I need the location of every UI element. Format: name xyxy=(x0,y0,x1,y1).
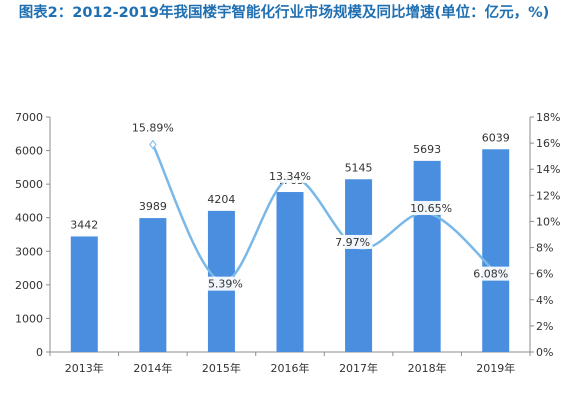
growth-value-label: 15.89% xyxy=(132,122,174,135)
right-tick-label: 0% xyxy=(536,346,553,359)
x-tick-label: 2019年 xyxy=(476,361,515,375)
bar-value-label: 5145 xyxy=(345,161,373,174)
growth-value-label: 10.65% xyxy=(410,202,452,215)
left-tick-label: 1000 xyxy=(15,312,43,325)
bar xyxy=(70,236,98,352)
bar-value-label: 6039 xyxy=(482,131,510,144)
bar-value-label: 3989 xyxy=(139,200,167,213)
right-tick-label: 12% xyxy=(536,189,560,202)
growth-label-bg xyxy=(470,266,511,281)
growth-value-label: 7.97% xyxy=(335,236,370,249)
bar xyxy=(482,149,510,352)
bar xyxy=(139,218,167,352)
left-tick-label: 5000 xyxy=(15,178,43,191)
growth-value-label: 13.34% xyxy=(269,170,311,183)
left-tick-label: 3000 xyxy=(15,245,43,258)
growth-label-bg xyxy=(332,234,373,249)
bar-value-label: 5693 xyxy=(413,143,441,156)
bar xyxy=(345,179,373,352)
right-tick-label: 10% xyxy=(536,215,560,228)
left-tick-label: 0 xyxy=(36,346,43,359)
right-tick-label: 4% xyxy=(536,294,553,307)
growth-value-label: 5.39% xyxy=(208,278,243,291)
chart-title: 图表2：2012-2019年我国楼宇智能化行业市场规模及同比增速(单位：亿元，%… xyxy=(18,5,550,21)
bar xyxy=(413,160,441,352)
left-tick-label: 7000 xyxy=(15,111,43,124)
growth-label-bg xyxy=(266,168,314,183)
growth-label-bg xyxy=(129,120,177,135)
bar xyxy=(276,192,304,352)
bar-value-label: 3442 xyxy=(70,218,98,231)
x-tick-label: 2014年 xyxy=(133,361,172,375)
growth-value-label: 6.08% xyxy=(473,268,508,281)
left-tick-label: 6000 xyxy=(15,145,43,158)
x-tick-label: 2015年 xyxy=(202,361,241,375)
x-tick-label: 2018年 xyxy=(408,361,447,375)
right-tick-label: 8% xyxy=(536,242,553,255)
right-tick-label: 6% xyxy=(536,268,553,281)
right-tick-label: 14% xyxy=(536,163,560,176)
x-tick-label: 2013年 xyxy=(65,361,104,375)
left-tick-label: 2000 xyxy=(15,279,43,292)
right-tick-label: 2% xyxy=(536,320,553,333)
bar-value-label: 4204 xyxy=(207,193,235,206)
data-labels: 344239894204476551455693603915.89%5.39%1… xyxy=(70,120,511,291)
left-tick-label: 4000 xyxy=(15,212,43,225)
axes: 0 1000 2000 3000 4000 5000 6000 7000 0% 2% 4% 6% 8% 1… xyxy=(15,111,560,375)
x-tick-label: 2016年 xyxy=(271,361,310,375)
growth-point-marker xyxy=(149,139,157,150)
x-tick-label: 2017年 xyxy=(339,361,378,375)
right-tick-label: 16% xyxy=(536,137,560,150)
growth-label-bg xyxy=(205,276,246,291)
bar-series xyxy=(70,149,510,352)
right-tick-label: 18% xyxy=(536,111,560,124)
growth-label-bg xyxy=(407,200,455,215)
